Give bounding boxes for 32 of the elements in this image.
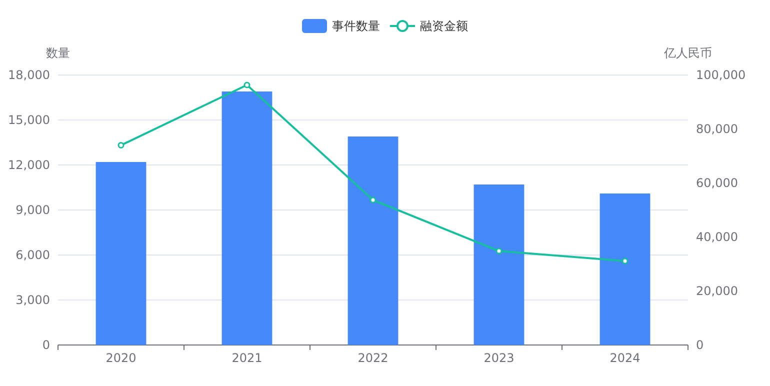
- x-tick-label: 2022: [358, 351, 388, 365]
- bar: [222, 92, 272, 345]
- y-tick-label: 9,000: [16, 203, 50, 217]
- y-tick-label: 15,000: [8, 113, 50, 127]
- point: [622, 258, 628, 264]
- y2-tick-label: 40,000: [696, 230, 738, 244]
- y-tick-label: 0: [42, 338, 50, 352]
- y-axis-title: 数量: [46, 46, 70, 60]
- x-tick-label: 2021: [232, 351, 262, 365]
- point: [244, 82, 250, 88]
- y2-tick-label: 20,000: [696, 284, 738, 298]
- y2-tick-label: 80,000: [696, 122, 738, 136]
- point: [370, 196, 376, 204]
- y2-axis-title: 亿人民币: [663, 46, 712, 60]
- bar: [96, 162, 146, 345]
- x-tick-label: 2024: [610, 351, 640, 365]
- x-tick-label: 2020: [106, 351, 136, 365]
- legend-label: 事件数量: [332, 19, 380, 33]
- bar: [600, 194, 650, 345]
- legend-label: 融资金额: [420, 19, 468, 33]
- bar: [348, 136, 398, 345]
- y2-tick-label: 100,000: [696, 68, 746, 82]
- y-tick-label: 3,000: [16, 293, 50, 307]
- x-tick-label: 2023: [484, 351, 514, 365]
- bar: [474, 184, 524, 345]
- y-tick-label: 6,000: [16, 248, 50, 262]
- y2-tick-label: 60,000: [696, 176, 738, 190]
- point: [118, 142, 124, 148]
- point: [496, 248, 502, 254]
- y-tick-label: 12,000: [8, 158, 50, 172]
- y-tick-label: 18,000: [8, 68, 50, 82]
- y2-tick-label: 0: [696, 338, 704, 352]
